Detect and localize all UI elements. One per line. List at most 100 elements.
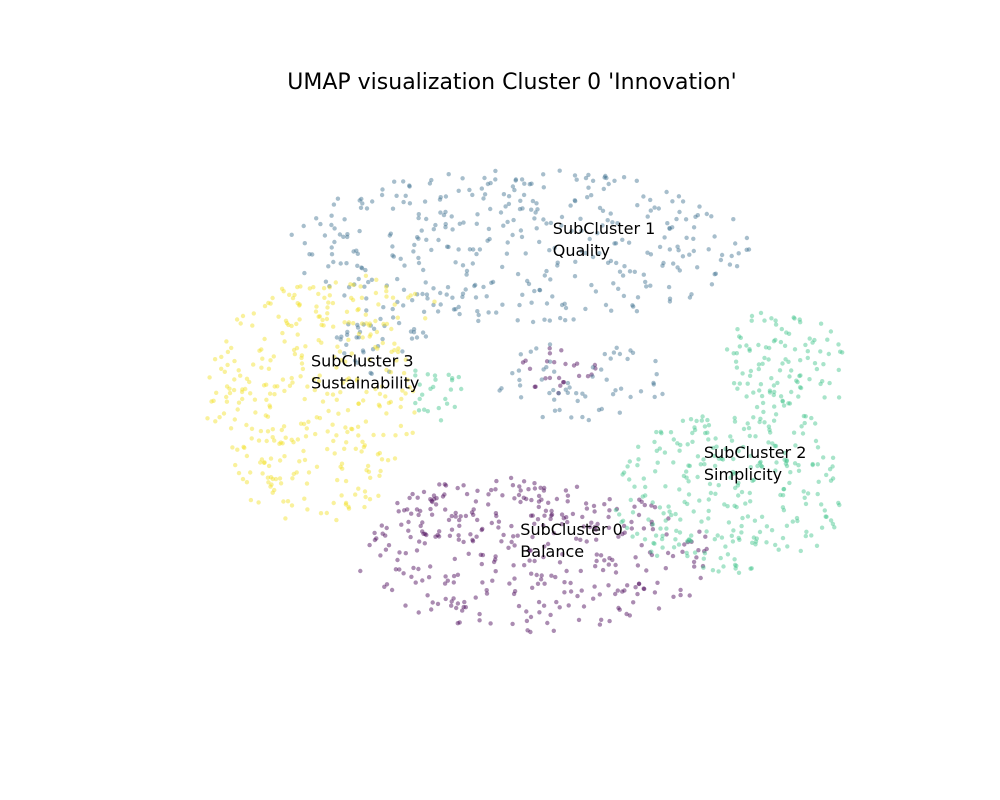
scatter-point-cluster-2 xyxy=(714,444,719,449)
scatter-point-cluster-0 xyxy=(700,563,706,569)
scatter-point-cluster-0 xyxy=(554,599,559,605)
scatter-point-cluster-1 xyxy=(481,196,486,201)
scatter-point-cluster-3 xyxy=(381,432,386,438)
scatter-point-cluster-2 xyxy=(425,372,430,377)
scatter-point-cluster-1 xyxy=(423,280,428,285)
scatter-point-cluster-2 xyxy=(636,457,641,462)
scatter-point-cluster-0 xyxy=(532,486,538,491)
scatter-point-cluster-1 xyxy=(680,199,686,204)
scatter-point-cluster-3 xyxy=(395,349,401,355)
scatter-point-cluster-0 xyxy=(493,569,498,574)
scatter-point-cluster-1 xyxy=(301,223,306,229)
scatter-point-cluster-0 xyxy=(528,548,533,553)
scatter-point-cluster-0 xyxy=(491,559,497,565)
scatter-point-cluster-2 xyxy=(620,472,625,477)
scatter-point-cluster-3 xyxy=(386,400,392,406)
scatter-point-cluster-0 xyxy=(527,366,533,371)
scatter-point-cluster-1 xyxy=(499,386,504,391)
scatter-point-cluster-2 xyxy=(627,459,632,464)
scatter-point-cluster-3 xyxy=(270,435,275,440)
scatter-point-cluster-0 xyxy=(422,541,427,546)
scatter-point-cluster-3 xyxy=(252,397,258,402)
scatter-point-cluster-2 xyxy=(753,542,758,547)
scatter-point-cluster-2 xyxy=(428,386,433,391)
scatter-point-cluster-1 xyxy=(559,214,565,220)
scatter-point-cluster-2 xyxy=(813,438,819,444)
scatter-point-cluster-2 xyxy=(756,366,761,372)
annotation-cluster-label: SubCluster 3 xyxy=(311,352,414,371)
scatter-point-cluster-1 xyxy=(438,302,443,307)
scatter-point-cluster-1 xyxy=(530,198,536,204)
scatter-point-cluster-0 xyxy=(437,529,442,534)
scatter-point-cluster-3 xyxy=(363,494,368,500)
scatter-point-cluster-3 xyxy=(392,302,397,307)
scatter-point-cluster-0 xyxy=(443,483,449,488)
scatter-point-cluster-1 xyxy=(357,329,363,335)
scatter-point-cluster-3 xyxy=(270,295,275,301)
scatter-point-cluster-0 xyxy=(559,512,565,517)
scatter-point-cluster-1 xyxy=(471,247,476,252)
scatter-point-cluster-3 xyxy=(389,326,394,332)
scatter-point-cluster-3 xyxy=(312,387,317,393)
scatter-point-cluster-1 xyxy=(327,284,332,289)
scatter-point-cluster-3 xyxy=(230,445,235,450)
scatter-point-cluster-2 xyxy=(773,443,779,449)
scatter-point-cluster-2 xyxy=(777,368,783,373)
scatter-point-cluster-0 xyxy=(578,537,583,542)
scatter-point-cluster-1 xyxy=(590,254,596,260)
scatter-point-cluster-3 xyxy=(250,323,255,328)
scatter-point-cluster-1 xyxy=(572,274,578,279)
scatter-point-cluster-2 xyxy=(769,528,775,533)
scatter-point-cluster-2 xyxy=(810,340,815,345)
scatter-point-cluster-3 xyxy=(272,487,277,493)
scatter-point-cluster-0 xyxy=(480,580,485,585)
scatter-point-cluster-2 xyxy=(821,455,826,460)
scatter-point-cluster-0 xyxy=(627,613,632,618)
scatter-point-cluster-3 xyxy=(377,473,382,478)
scatter-point-cluster-3 xyxy=(398,404,403,410)
scatter-point-cluster-0 xyxy=(521,495,526,500)
scatter-point-cluster-3 xyxy=(334,365,339,370)
scatter-point-cluster-2 xyxy=(732,419,738,424)
scatter-point-cluster-2 xyxy=(695,454,701,459)
scatter-point-cluster-0 xyxy=(584,506,590,511)
scatter-point-cluster-1 xyxy=(519,234,525,240)
scatter-point-cluster-3 xyxy=(320,317,325,323)
scatter-point-cluster-0 xyxy=(563,361,568,367)
scatter-point-cluster-0 xyxy=(642,502,647,508)
scatter-point-cluster-3 xyxy=(240,387,245,392)
scatter-point-cluster-2 xyxy=(736,570,742,575)
scatter-point-cluster-0 xyxy=(616,605,621,611)
scatter-point-cluster-0 xyxy=(446,517,452,523)
scatter-point-cluster-3 xyxy=(343,425,348,430)
scatter-point-cluster-0 xyxy=(511,534,516,539)
scatter-point-cluster-3 xyxy=(392,348,397,353)
scatter-point-cluster-3 xyxy=(381,321,386,327)
scatter-point-cluster-2 xyxy=(685,553,690,559)
scatter-point-cluster-0 xyxy=(486,492,491,497)
scatter-point-cluster-0 xyxy=(574,361,580,366)
scatter-point-cluster-2 xyxy=(686,537,691,542)
scatter-point-cluster-2 xyxy=(830,476,836,481)
scatter-point-cluster-2 xyxy=(680,418,686,423)
scatter-point-cluster-2 xyxy=(761,409,766,415)
scatter-point-cluster-0 xyxy=(423,531,428,537)
scatter-point-cluster-0 xyxy=(629,526,634,531)
scatter-point-cluster-0 xyxy=(520,360,526,365)
scatter-point-cluster-1 xyxy=(610,392,616,397)
scatter-point-cluster-2 xyxy=(828,518,834,523)
scatter-point-cluster-2 xyxy=(801,413,807,419)
scatter-point-cluster-1 xyxy=(528,349,533,354)
scatter-point-cluster-1 xyxy=(380,336,385,342)
scatter-point-cluster-3 xyxy=(248,391,253,396)
scatter-point-cluster-1 xyxy=(532,216,537,221)
scatter-point-cluster-1 xyxy=(519,177,525,182)
annotation-cluster-label: SubCluster 2 xyxy=(704,443,807,462)
scatter-point-cluster-0 xyxy=(616,534,621,539)
scatter-point-cluster-2 xyxy=(798,385,804,391)
scatter-point-cluster-1 xyxy=(563,305,569,311)
scatter-point-cluster-2 xyxy=(775,380,780,386)
scatter-point-cluster-1 xyxy=(706,247,711,252)
scatter-point-cluster-1 xyxy=(667,226,672,231)
scatter-point-cluster-0 xyxy=(480,552,486,558)
